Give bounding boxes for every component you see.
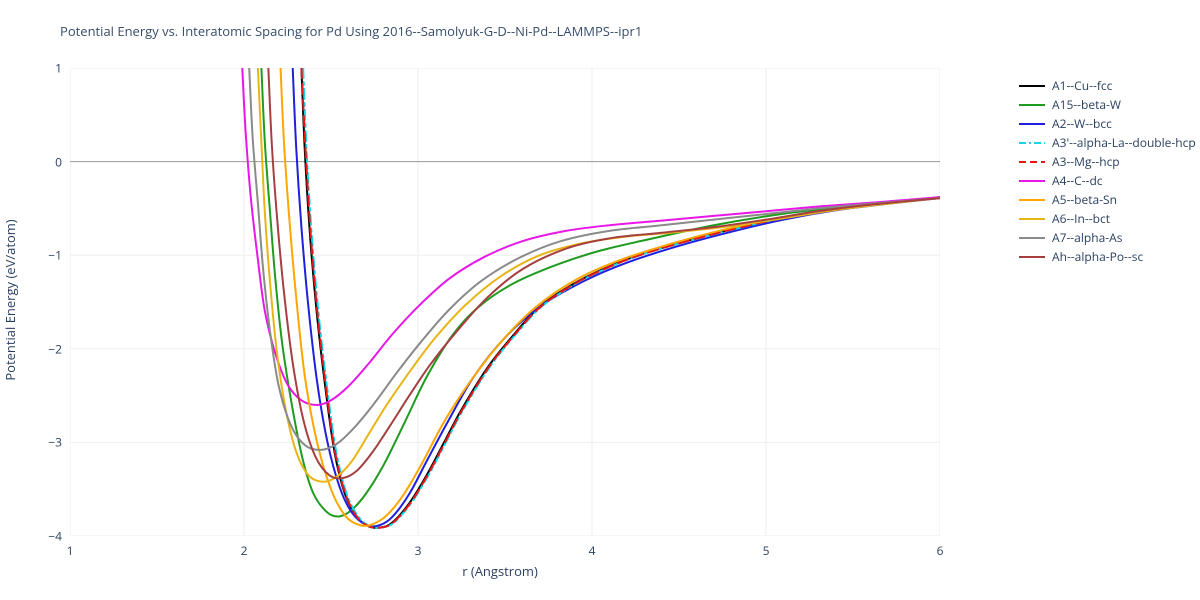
legend-item[interactable]: A1--Cu--fcc (1018, 76, 1196, 95)
series-line[interactable] (249, 68, 940, 450)
legend-label: A15--beta-W (1052, 96, 1121, 113)
y-tick: −2 (48, 340, 62, 357)
legend-swatch (1018, 155, 1046, 169)
y-axis-label: Potential Energy (eV/atom) (1, 150, 19, 450)
legend: A1--Cu--fcc A15--beta-W A2--W--bcc A3'--alp… (1018, 76, 1196, 266)
legend-swatch (1018, 117, 1046, 131)
x-tick: 4 (589, 542, 596, 559)
legend-label: A1--Cu--fcc (1052, 77, 1112, 94)
series-line[interactable] (293, 68, 940, 527)
x-tick: 1 (67, 542, 74, 559)
y-tick: −1 (48, 247, 62, 264)
legend-item[interactable]: A2--W--bcc (1018, 114, 1196, 133)
legend-label: A3'--alpha-La--double-hcp (1052, 134, 1196, 151)
series-line[interactable] (301, 68, 940, 528)
series-line[interactable] (301, 68, 940, 528)
legend-item[interactable]: A4--C--dc (1018, 171, 1196, 190)
x-axis-label: r (Angstrom) (400, 562, 600, 580)
series-line[interactable] (242, 68, 940, 405)
legend-swatch (1018, 231, 1046, 245)
x-tick: 6 (937, 542, 944, 559)
legend-swatch (1018, 212, 1046, 226)
legend-item[interactable]: A3'--alpha-La--double-hcp (1018, 133, 1196, 152)
legend-item[interactable]: A5--beta-Sn (1018, 190, 1196, 209)
legend-swatch (1018, 250, 1046, 264)
legend-label: A3--Mg--hcp (1052, 153, 1120, 170)
legend-swatch (1018, 136, 1046, 150)
x-tick: 2 (241, 542, 248, 559)
y-tick: −4 (48, 528, 62, 545)
legend-swatch (1018, 79, 1046, 93)
legend-label: A7--alpha-As (1052, 229, 1122, 246)
legend-label: A2--W--bcc (1052, 115, 1112, 132)
plot-area (70, 68, 940, 536)
series-line[interactable] (281, 68, 940, 526)
series-line[interactable] (268, 68, 940, 478)
legend-label: A5--beta-Sn (1052, 191, 1117, 208)
legend-swatch (1018, 193, 1046, 207)
legend-swatch (1018, 174, 1046, 188)
legend-swatch (1018, 98, 1046, 112)
chart-title: Potential Energy vs. Interatomic Spacing… (60, 22, 642, 40)
legend-label: Ah--alpha-Po--sc (1052, 248, 1143, 265)
y-tick: 0 (55, 153, 62, 170)
legend-item[interactable]: Ah--alpha-Po--sc (1018, 247, 1196, 266)
legend-label: A6--In--bct (1052, 210, 1110, 227)
y-tick: 1 (55, 60, 62, 77)
x-tick: 3 (415, 542, 422, 559)
legend-item[interactable]: A6--In--bct (1018, 209, 1196, 228)
series-line[interactable] (303, 68, 940, 528)
legend-item[interactable]: A7--alpha-As (1018, 228, 1196, 247)
legend-label: A4--C--dc (1052, 172, 1103, 189)
legend-item[interactable]: A3--Mg--hcp (1018, 152, 1196, 171)
series-line[interactable] (261, 68, 940, 516)
y-tick: −3 (48, 434, 62, 451)
x-tick: 5 (763, 542, 770, 559)
legend-item[interactable]: A15--beta-W (1018, 95, 1196, 114)
